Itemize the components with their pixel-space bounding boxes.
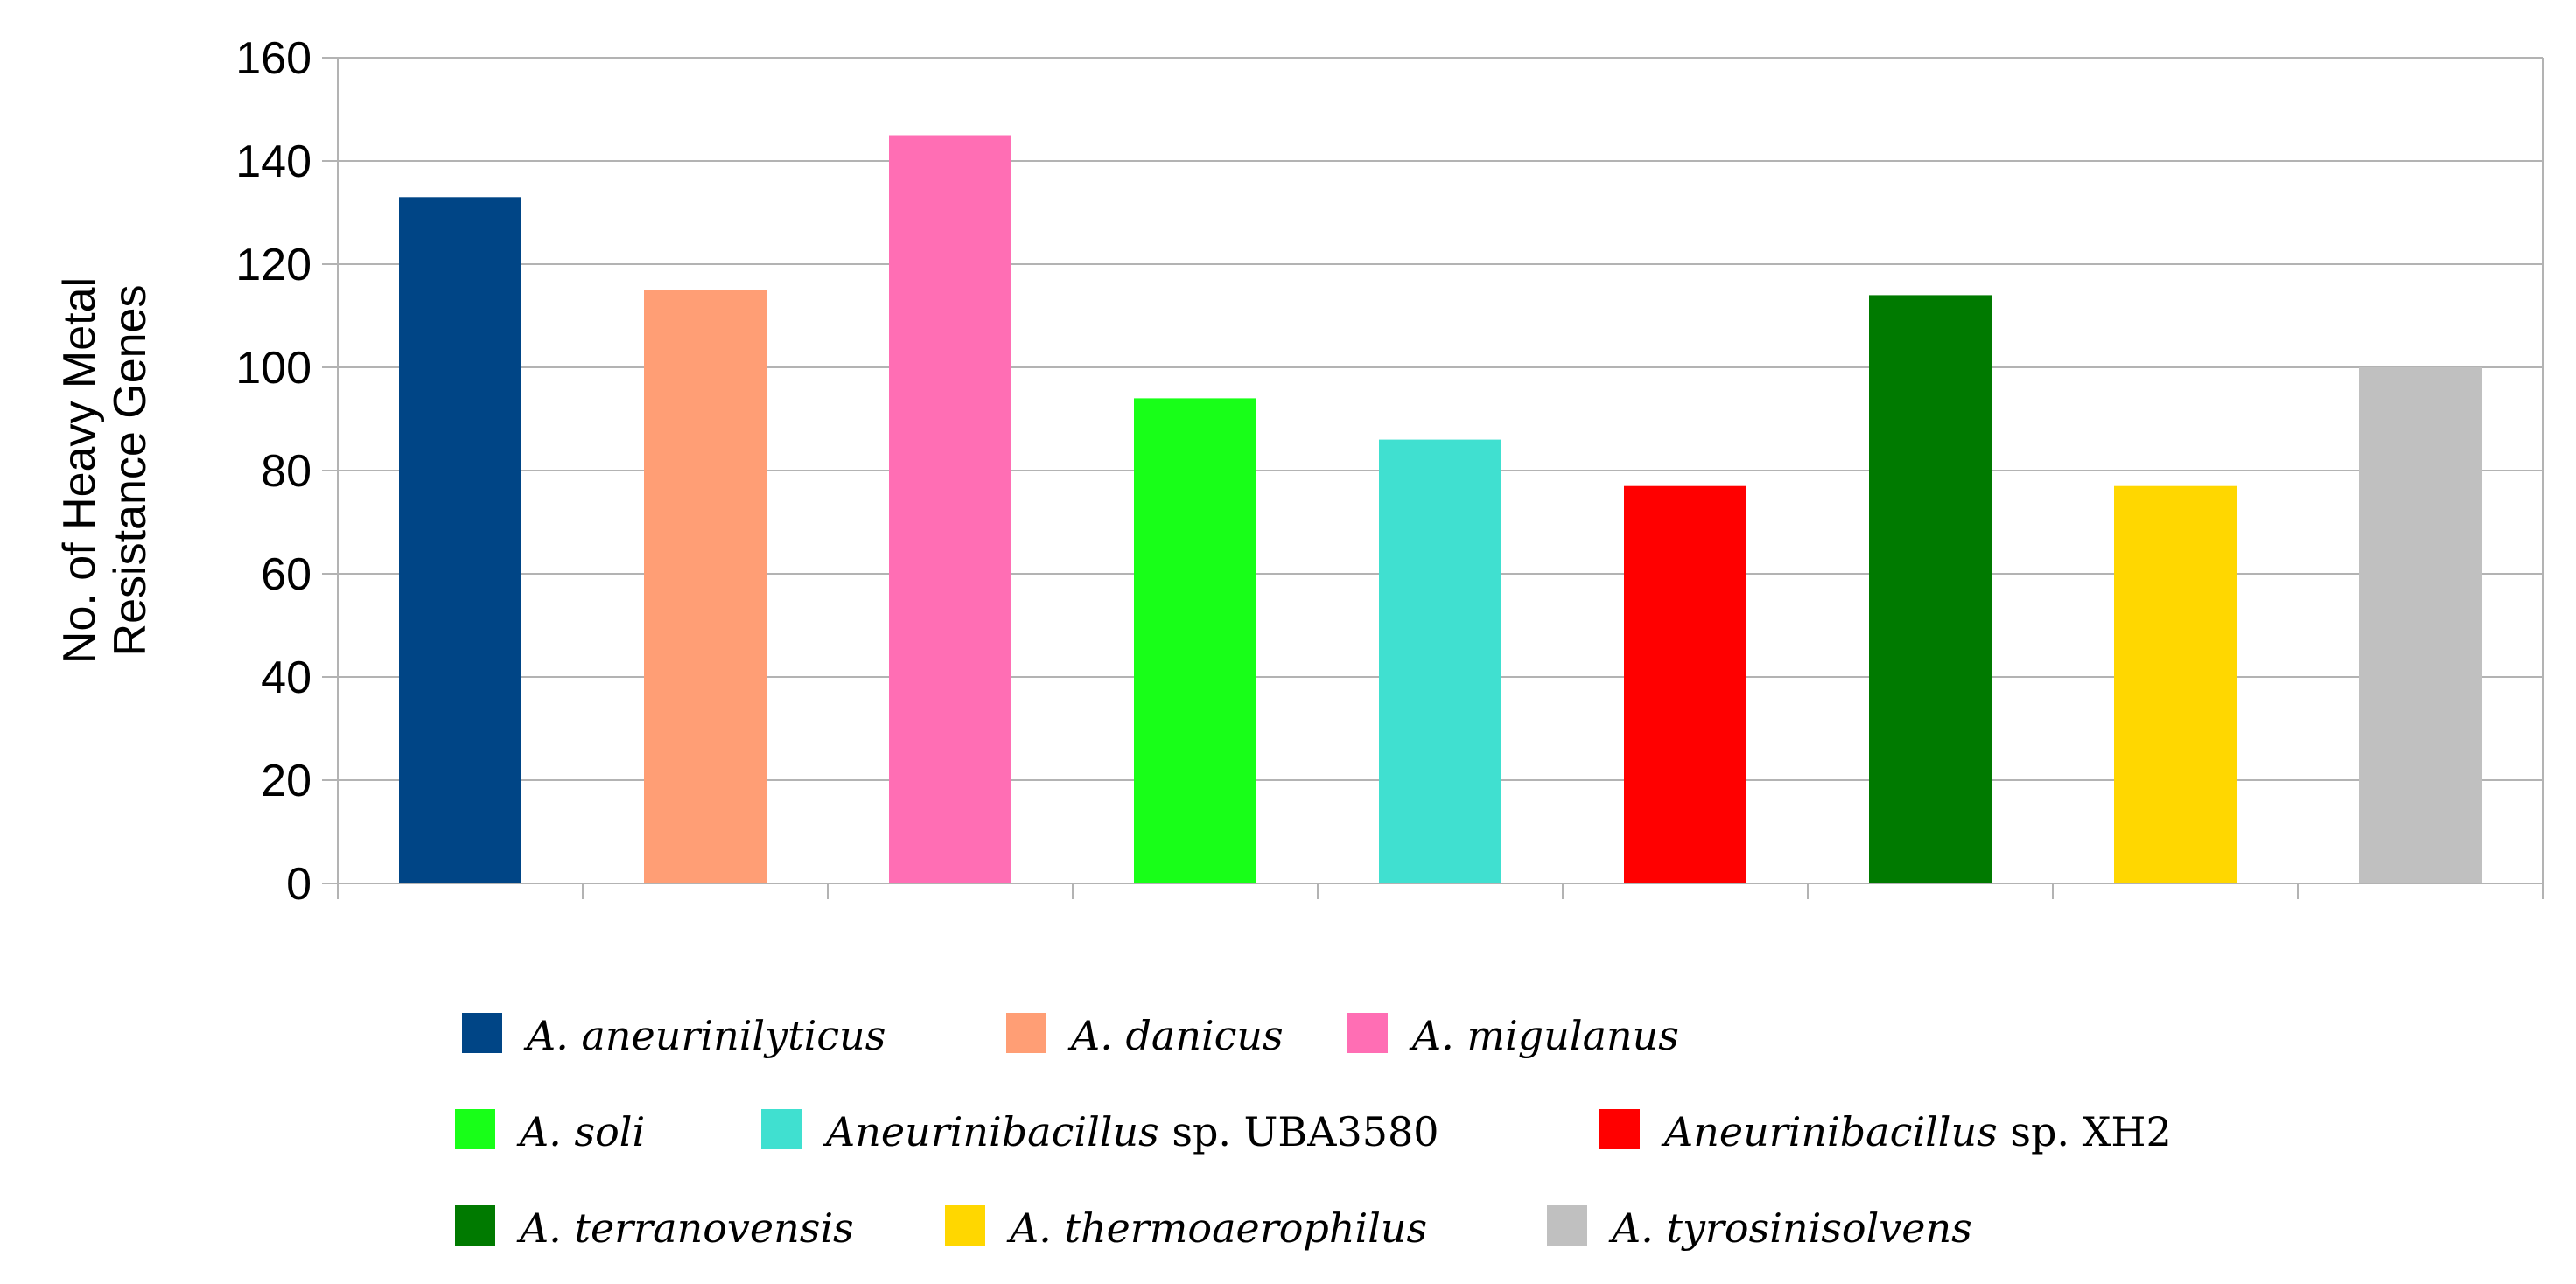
legend-label: A. soli (516, 1108, 645, 1155)
legend-item: A. danicus (1006, 1012, 1284, 1059)
bar (2359, 367, 2482, 883)
y-tick-labels: 0 20 40 60 80 100 120 140 160 (235, 33, 312, 910)
y-tick-label: 100 (235, 343, 312, 394)
legend-swatch (1600, 1109, 1640, 1149)
y-tick-label: 60 (261, 549, 312, 600)
y-axis-title: No. of Heavy MetalResistance Genes (54, 277, 156, 664)
legend-label: Aneurinibacillus sp. UBA3580 (822, 1108, 1439, 1155)
y-tick-label: 80 (261, 446, 312, 497)
bar (1379, 439, 1502, 883)
bar (1134, 398, 1256, 883)
legend-item: A. migulanus (1348, 1012, 1679, 1059)
bar (1624, 485, 1746, 883)
bar (2114, 485, 2236, 883)
legend-item: A. soli (455, 1108, 645, 1155)
legend-swatch (455, 1109, 495, 1149)
y-tick-label: 40 (261, 652, 312, 703)
legend-item: A. thermoaerophilus (945, 1204, 1427, 1252)
y-axis-title-line: Resistance Genes (105, 285, 156, 657)
y-tick-label: 160 (235, 33, 312, 84)
bar (889, 135, 1012, 883)
legend-label: A. tyrosinisolvens (1608, 1204, 1972, 1252)
legend-swatch (455, 1205, 495, 1246)
legend-swatch (761, 1109, 802, 1149)
legend-item: Aneurinibacillus sp. XH2 (1600, 1108, 2172, 1155)
legend-swatch (1006, 1013, 1046, 1053)
legend-label: Aneurinibacillus sp. XH2 (1661, 1108, 2172, 1155)
legend-label: A. terranovensis (516, 1204, 854, 1252)
bar (1869, 295, 1992, 883)
y-tick-label: 20 (261, 756, 312, 806)
bar (644, 290, 766, 883)
y-tick-label: 0 (286, 859, 312, 910)
bars (399, 135, 2482, 884)
bar (399, 197, 522, 884)
legend-label: A. thermoaerophilus (1006, 1204, 1427, 1252)
legend-item: A. terranovensis (455, 1204, 854, 1252)
legend-swatch (945, 1205, 985, 1246)
legend-swatch (462, 1013, 502, 1053)
legend-label: A. danicus (1068, 1012, 1284, 1059)
y-tick-label: 140 (235, 136, 312, 187)
y-tick-label: 120 (235, 240, 312, 290)
legend-swatch (1547, 1205, 1587, 1246)
legend-label: A. migulanus (1409, 1012, 1679, 1059)
legend-swatch (1348, 1013, 1388, 1053)
legend-label: A. aneurinilyticus (523, 1012, 886, 1059)
legend-item: Aneurinibacillus sp. UBA3580 (761, 1108, 1439, 1155)
legend: A. aneurinilyticus A. danicus A. migulanus… (455, 1012, 2172, 1252)
legend-item: A. tyrosinisolvens (1547, 1204, 1972, 1252)
legend-item: A. aneurinilyticus (462, 1012, 886, 1059)
y-axis-title-line: No. of Heavy Metal (54, 277, 105, 664)
